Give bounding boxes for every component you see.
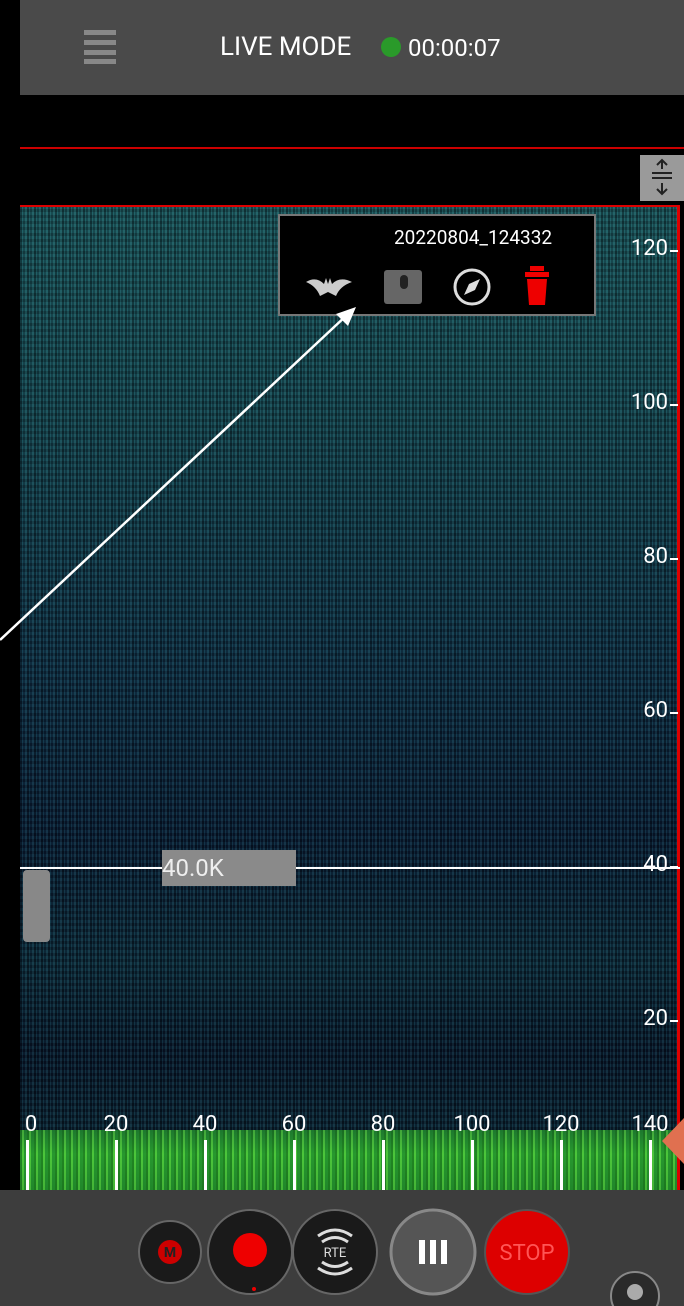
- y-tick-label: 60: [643, 698, 668, 723]
- bat-icon[interactable]: [306, 278, 352, 296]
- controls: M RTE STOP: [138, 1208, 660, 1306]
- record-button[interactable]: [207, 1209, 293, 1295]
- time-band: [20, 1130, 680, 1190]
- compass-icon[interactable]: [453, 268, 491, 306]
- rte-label: RTE: [324, 1246, 347, 1261]
- waveform-line: [20, 147, 684, 149]
- scroll-indicator[interactable]: [654, 1118, 684, 1164]
- y-tick-label: 20: [643, 1006, 668, 1031]
- mark-label: M: [164, 1245, 176, 1261]
- resize-button[interactable]: [640, 155, 684, 201]
- marker-label: 40.0K: [162, 850, 296, 886]
- slider-handle[interactable]: [23, 870, 50, 942]
- x-tick-label: 140: [631, 1112, 669, 1137]
- x-tick: [649, 1140, 652, 1190]
- mark-button[interactable]: M: [138, 1220, 202, 1284]
- x-tick-label: 20: [103, 1112, 129, 1137]
- status-dot: [381, 37, 401, 57]
- popup-icons: [306, 266, 549, 306]
- x-tick-label: 80: [370, 1112, 396, 1137]
- mode-title: LIVE MODE: [220, 32, 352, 62]
- top-bar: LIVE MODE 00:00:07: [20, 0, 684, 95]
- y-tick-label: 100: [630, 390, 668, 415]
- y-tick: [670, 404, 678, 406]
- x-tick: [471, 1140, 474, 1190]
- y-tick-label: 120: [630, 236, 668, 261]
- x-tick-label: 100: [453, 1112, 491, 1137]
- rte-button[interactable]: RTE: [292, 1209, 378, 1295]
- x-tick-label: 120: [542, 1112, 580, 1137]
- y-tick: [670, 250, 678, 252]
- x-tick: [293, 1140, 296, 1190]
- control-bar: M RTE STOP: [0, 1190, 684, 1306]
- x-tick: [560, 1140, 563, 1190]
- y-tick-label: 80: [643, 544, 668, 569]
- x-tick: [382, 1140, 385, 1190]
- settings-button[interactable]: [610, 1271, 660, 1306]
- filename: 20220804_124332: [394, 226, 553, 249]
- pause-button[interactable]: [389, 1208, 477, 1296]
- y-tick: [670, 1020, 678, 1022]
- timer: 00:00:07: [408, 34, 501, 62]
- stop-label: STOP: [500, 1241, 555, 1266]
- menu-button[interactable]: [84, 30, 116, 64]
- x-tick: [26, 1140, 29, 1190]
- frequency-marker: [20, 867, 680, 869]
- y-tick: [670, 558, 678, 560]
- stop-button[interactable]: STOP: [484, 1209, 570, 1295]
- annotation-arrow: [0, 307, 356, 641]
- delete-icon[interactable]: [530, 266, 544, 271]
- y-tick: [670, 712, 678, 714]
- x-tick-label: 0: [24, 1112, 38, 1137]
- spectrogram: [20, 205, 680, 1130]
- y-tick: [670, 866, 678, 868]
- y-tick-label: 40: [643, 852, 668, 877]
- x-tick-label: 60: [281, 1112, 307, 1137]
- x-tick: [204, 1140, 207, 1190]
- x-tick-label: 40: [192, 1112, 218, 1137]
- x-tick: [115, 1140, 118, 1190]
- recording-popup: 20220804_124332: [278, 214, 596, 316]
